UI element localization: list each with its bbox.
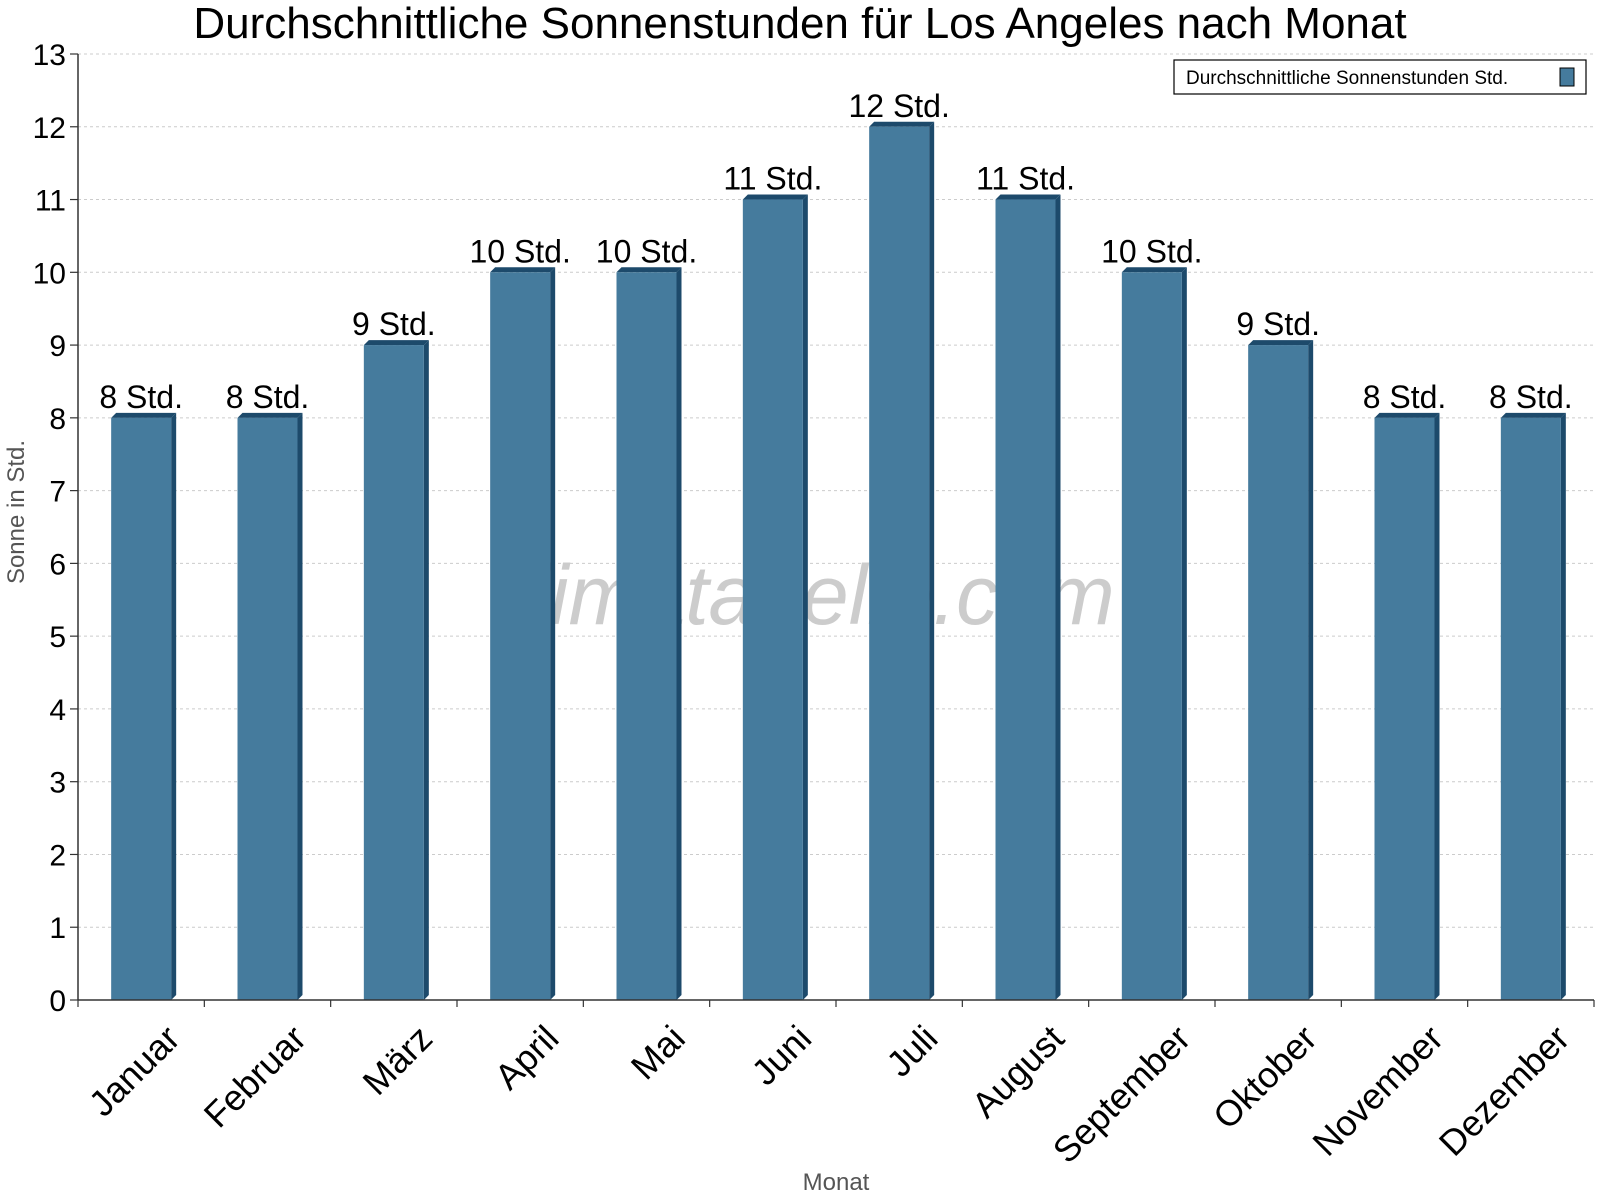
x-tick-label: Februar bbox=[196, 1017, 314, 1135]
x-tick-label: September bbox=[1045, 1017, 1199, 1171]
legend-box bbox=[1173, 59, 1587, 95]
bar bbox=[1374, 412, 1440, 1000]
y-tick-label: 12 bbox=[33, 112, 66, 145]
y-tick-label: 2 bbox=[49, 839, 66, 872]
bar-front bbox=[1248, 345, 1309, 1001]
x-tick-label: August bbox=[964, 1017, 1072, 1125]
bar-front bbox=[1500, 417, 1561, 1000]
bar-side bbox=[550, 267, 556, 1000]
bar bbox=[995, 194, 1061, 1001]
x-tick-label: März bbox=[355, 1017, 441, 1103]
data-label: 8 Std. bbox=[226, 379, 310, 415]
bar bbox=[1248, 340, 1314, 1001]
y-tick-label: 1 bbox=[49, 912, 66, 945]
bar bbox=[363, 340, 429, 1001]
data-label: 11 Std. bbox=[723, 161, 822, 197]
bar-front bbox=[995, 199, 1056, 1001]
y-tick-label: 11 bbox=[35, 185, 66, 218]
data-label: 9 Std. bbox=[352, 306, 436, 342]
data-label: 8 Std. bbox=[99, 379, 183, 415]
bar-side bbox=[1434, 412, 1440, 1000]
bar bbox=[111, 412, 177, 1000]
x-tick-label: Oktober bbox=[1205, 1017, 1325, 1137]
x-tick-label: Juli bbox=[878, 1017, 945, 1084]
bar-top bbox=[995, 194, 1061, 200]
bar bbox=[869, 121, 935, 1001]
x-tick-label: April bbox=[487, 1017, 567, 1097]
bar-top bbox=[1248, 340, 1314, 346]
y-tick-label: 4 bbox=[49, 694, 66, 727]
x-tick-label: Dezember bbox=[1431, 1017, 1577, 1163]
bar-top bbox=[237, 412, 303, 418]
y-tick-label: 5 bbox=[49, 621, 66, 654]
data-label: 8 Std. bbox=[1489, 379, 1573, 415]
bar-top bbox=[1121, 267, 1187, 273]
bar bbox=[1500, 412, 1566, 1000]
bar bbox=[616, 267, 682, 1000]
bar-side bbox=[676, 267, 682, 1000]
data-label: 10 Std. bbox=[596, 233, 697, 269]
y-tick-label: 6 bbox=[49, 548, 66, 581]
bar-front bbox=[111, 417, 172, 1000]
bar-front bbox=[1121, 272, 1182, 1000]
legend-swatch bbox=[1559, 67, 1575, 87]
bar-side bbox=[423, 340, 429, 1001]
bar bbox=[237, 412, 303, 1000]
bar-side bbox=[297, 412, 303, 1000]
bar-front bbox=[490, 272, 551, 1000]
x-tick-label: Mai bbox=[623, 1017, 693, 1087]
y-tick-label: 9 bbox=[49, 330, 66, 363]
bar-side bbox=[1560, 412, 1566, 1000]
bar-side bbox=[1308, 340, 1314, 1001]
data-label: 8 Std. bbox=[1363, 379, 1447, 415]
bar-top bbox=[1500, 412, 1566, 418]
legend-label: Durchschnittliche Sonnenstunden Std. bbox=[1186, 68, 1508, 89]
x-tick-label: Juni bbox=[743, 1017, 819, 1093]
bar-top bbox=[363, 340, 429, 346]
data-label: 9 Std. bbox=[1236, 306, 1320, 342]
bar-top bbox=[616, 267, 682, 273]
bar-front bbox=[1374, 417, 1435, 1000]
data-label: 10 Std. bbox=[469, 233, 570, 269]
y-tick-label: 8 bbox=[49, 403, 66, 436]
grid-lines bbox=[78, 53, 1594, 928]
data-label: 12 Std. bbox=[848, 88, 949, 124]
x-tick-label: November bbox=[1304, 1017, 1450, 1163]
legend: Durchschnittliche Sonnenstunden Std. bbox=[1173, 59, 1587, 95]
data-label: 11 Std. bbox=[976, 161, 1075, 197]
bar bbox=[742, 194, 808, 1001]
bar-front bbox=[237, 417, 298, 1000]
bar-side bbox=[802, 194, 808, 1001]
y-tick-label: 7 bbox=[49, 476, 66, 509]
data-label: 10 Std. bbox=[1101, 233, 1202, 269]
bar-top bbox=[490, 267, 556, 273]
bar bbox=[1121, 267, 1187, 1000]
bar-top bbox=[869, 121, 935, 127]
bar-top bbox=[111, 412, 177, 418]
bar-side bbox=[1181, 267, 1187, 1000]
bar-side bbox=[171, 412, 177, 1000]
y-tick-label: 3 bbox=[49, 767, 66, 800]
data-labels: 8 Std. 8 Std. 9 Std. 10 Std. 10 Std. 11 Std. 1… bbox=[99, 88, 1572, 415]
bar-front bbox=[869, 126, 930, 1001]
bar-side bbox=[929, 121, 935, 1001]
bar-top bbox=[1374, 412, 1440, 418]
bar-front bbox=[616, 272, 677, 1000]
chart-title: Durchschnittliche Sonnenstunden für Los … bbox=[193, 0, 1407, 48]
y-tick-label: 0 bbox=[49, 985, 66, 1018]
bar-front bbox=[742, 199, 803, 1001]
bar bbox=[490, 267, 556, 1000]
y-tick-label: 13 bbox=[33, 39, 66, 72]
bar-top bbox=[742, 194, 808, 200]
y-axis-title: Sonne in Std. bbox=[3, 440, 30, 584]
bar-side bbox=[1055, 194, 1061, 1001]
bar-front bbox=[363, 345, 424, 1001]
x-axis-title: Monat bbox=[803, 1169, 870, 1196]
y-tick-label: 10 bbox=[33, 257, 66, 290]
x-tick-label: Januar bbox=[81, 1017, 188, 1124]
bars bbox=[111, 121, 1566, 1001]
